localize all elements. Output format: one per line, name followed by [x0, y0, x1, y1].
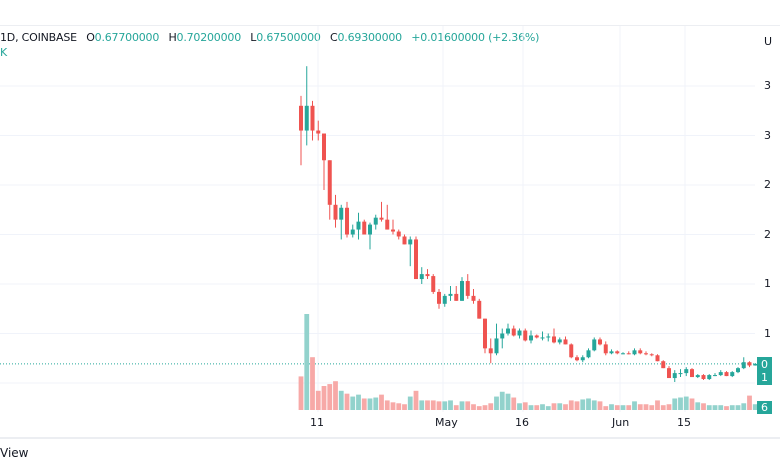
time-axis-label: 15 [677, 416, 691, 429]
price-axis-label: 1 [764, 277, 771, 290]
low-label: L [250, 31, 257, 44]
countdown-value: 1 [761, 371, 768, 384]
top-border [0, 25, 780, 26]
time-axis-label: 16 [515, 416, 529, 429]
symbol-info: 1D, COINBASE [0, 31, 77, 44]
high-label: H [168, 31, 177, 44]
price-axis-label: 2 [764, 227, 771, 241]
bottom-divider [0, 437, 780, 439]
high-value: 0.70200000 [176, 31, 242, 44]
low-value: 0.67500000 [256, 31, 321, 44]
close-value: 0.69300000 [337, 31, 403, 44]
time-axis-label: 11 [310, 416, 324, 429]
view-label[interactable]: View [0, 446, 29, 460]
price-axis-label: 1 [764, 326, 771, 340]
volume-tag: 6 [757, 401, 772, 414]
price-axis-label: 2 [764, 178, 771, 191]
price-axis-label: 3 [764, 79, 771, 92]
current-price-tag: 0 1 [757, 357, 772, 385]
time-axis-label: Jun [612, 416, 630, 429]
close-label: C [330, 31, 338, 44]
price-chart[interactable] [0, 0, 780, 440]
open-value: 0.67700000 [94, 31, 160, 44]
time-axis-label: May [435, 416, 458, 429]
open-label: O [86, 31, 95, 44]
price-axis-unit: U [764, 35, 773, 48]
current-price-value: 0 [761, 358, 768, 371]
volume-legend: K [0, 46, 8, 59]
price-axis-label: 3 [764, 128, 771, 142]
